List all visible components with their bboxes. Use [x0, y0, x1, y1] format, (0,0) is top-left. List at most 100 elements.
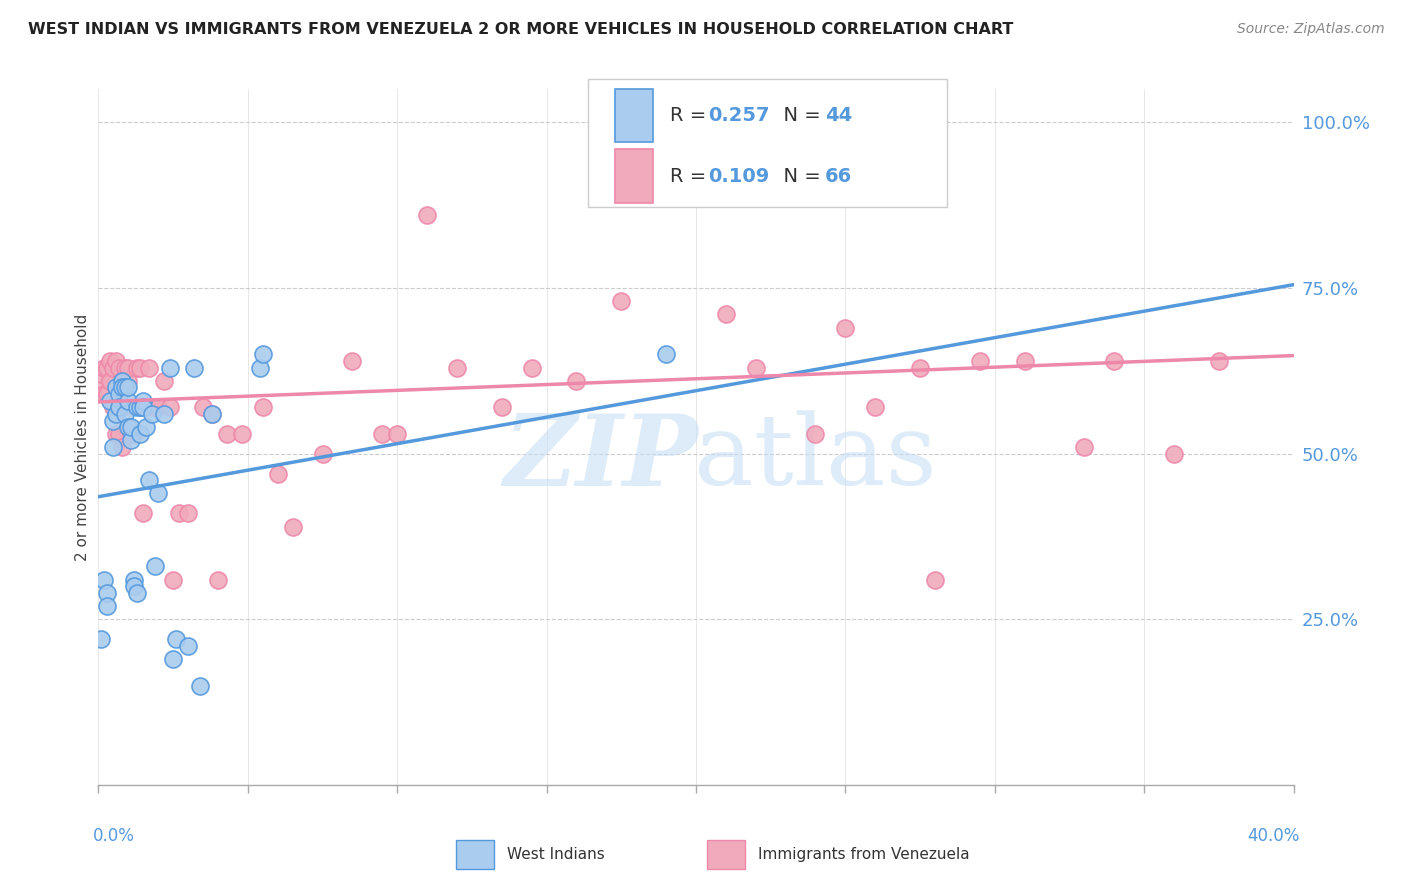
Text: atlas: atlas: [695, 410, 936, 506]
Point: [143, 401, 166, 415]
Point: [162, 573, 184, 587]
Point: [969, 354, 991, 368]
Point: [103, 440, 125, 454]
Point: [865, 401, 887, 415]
FancyBboxPatch shape: [589, 78, 948, 208]
Text: West Indians: West Indians: [508, 847, 605, 862]
Point: [111, 401, 134, 415]
Point: [167, 506, 190, 520]
Point: [267, 467, 290, 481]
FancyBboxPatch shape: [614, 149, 652, 203]
Point: [117, 360, 139, 375]
Point: [177, 506, 200, 520]
Point: [834, 320, 856, 334]
Point: [138, 360, 160, 375]
Point: [127, 401, 149, 415]
Text: 44: 44: [825, 106, 852, 125]
Point: [117, 374, 139, 388]
Text: N =: N =: [772, 106, 827, 125]
Point: [114, 407, 136, 421]
Point: [148, 486, 170, 500]
Point: [183, 360, 205, 375]
Point: [117, 393, 139, 408]
Text: N =: N =: [772, 167, 827, 186]
Point: [103, 360, 125, 375]
Point: [105, 426, 128, 441]
Point: [117, 380, 139, 394]
Point: [120, 420, 142, 434]
Point: [177, 639, 200, 653]
Point: [416, 208, 439, 222]
Point: [103, 401, 125, 415]
Point: [98, 354, 122, 368]
Point: [141, 401, 163, 415]
Point: [153, 374, 176, 388]
Text: 0.109: 0.109: [709, 167, 769, 186]
Point: [714, 308, 737, 322]
Point: [127, 586, 149, 600]
Point: [252, 401, 274, 415]
Text: 66: 66: [825, 167, 852, 186]
Point: [153, 407, 176, 421]
Point: [201, 407, 224, 421]
Text: ZIP: ZIP: [503, 409, 697, 506]
Point: [93, 387, 115, 401]
Point: [120, 434, 142, 448]
Text: Immigrants from Venezuela: Immigrants from Venezuela: [758, 847, 970, 862]
Point: [491, 401, 513, 415]
Point: [98, 393, 122, 408]
Point: [610, 294, 633, 309]
Point: [446, 360, 468, 375]
Text: 0.0%: 0.0%: [93, 827, 135, 845]
Point: [804, 426, 827, 441]
Point: [105, 380, 128, 394]
Point: [215, 426, 238, 441]
Point: [1163, 447, 1185, 461]
Point: [159, 360, 181, 375]
Point: [165, 632, 187, 647]
Point: [148, 401, 170, 415]
Point: [124, 426, 146, 441]
Point: [105, 354, 128, 368]
Point: [129, 401, 152, 415]
Point: [114, 380, 136, 394]
Point: [565, 374, 588, 388]
Point: [117, 420, 139, 434]
Point: [342, 354, 364, 368]
Point: [124, 579, 146, 593]
FancyBboxPatch shape: [614, 89, 652, 143]
Point: [93, 360, 115, 375]
Point: [281, 519, 304, 533]
Point: [96, 599, 118, 613]
Point: [138, 473, 160, 487]
FancyBboxPatch shape: [707, 840, 745, 869]
Point: [90, 632, 112, 647]
Point: [127, 360, 149, 375]
Point: [188, 679, 211, 693]
Point: [111, 380, 134, 394]
Point: [252, 347, 274, 361]
Point: [231, 426, 253, 441]
Point: [520, 360, 543, 375]
Point: [191, 401, 214, 415]
Point: [105, 407, 128, 421]
Point: [159, 401, 181, 415]
Point: [207, 573, 229, 587]
Point: [96, 360, 118, 375]
Point: [132, 393, 155, 408]
Point: [655, 122, 678, 136]
Point: [111, 440, 134, 454]
Point: [249, 360, 271, 375]
Point: [201, 407, 224, 421]
Point: [908, 360, 931, 375]
Point: [108, 387, 131, 401]
Point: [135, 420, 157, 434]
Point: [745, 360, 768, 375]
Point: [124, 573, 146, 587]
Point: [98, 374, 122, 388]
Y-axis label: 2 or more Vehicles in Household: 2 or more Vehicles in Household: [75, 313, 90, 561]
Point: [120, 426, 142, 441]
Point: [1014, 354, 1036, 368]
Point: [655, 347, 678, 361]
Text: 40.0%: 40.0%: [1247, 827, 1299, 845]
